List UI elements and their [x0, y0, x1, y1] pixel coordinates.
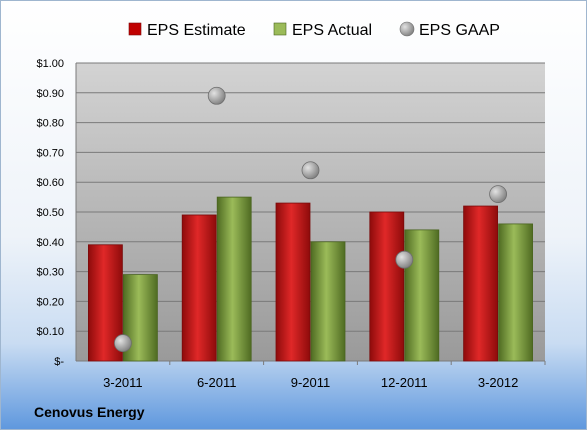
company-name: Cenovus Energy — [34, 404, 145, 420]
legend-label: EPS Actual — [292, 22, 372, 39]
y-tick-label: $0.10 — [36, 326, 64, 338]
y-tick-label: $0.50 — [36, 207, 64, 219]
eps-estimate-bar — [463, 205, 499, 362]
legend-marker — [399, 21, 415, 37]
eps-gaap-marker — [114, 334, 132, 353]
y-tick-label: $0.80 — [36, 118, 64, 130]
y-axis: $- $0.10 $0.20 $0.30 $0.40 $0.50 $0.60 $0.70 $0.… — [36, 58, 64, 368]
y-tick-label: $0.70 — [36, 147, 64, 159]
x-axis: 3-2011 6-2011 9-2011 12-2011 3-2012 — [103, 361, 546, 390]
eps-actual-bar — [498, 223, 534, 362]
x-tick-label: 12-2011 — [381, 375, 428, 390]
legend: EPS Estimate EPS Actual EPS GAAP — [128, 21, 500, 39]
eps-actual-bar — [216, 196, 252, 362]
eps-estimate-bar — [275, 202, 311, 362]
eps-estimate-bar — [181, 214, 217, 362]
legend-swatch — [273, 22, 287, 36]
y-tick-label: $0.60 — [36, 177, 64, 189]
y-tick-label: $0.30 — [36, 267, 64, 279]
eps-actual-bar — [404, 229, 440, 362]
eps-actual-bar — [310, 241, 346, 362]
eps-estimate-bar — [369, 211, 405, 362]
eps-gaap-marker — [207, 86, 226, 105]
x-tick-label: 9-2011 — [291, 375, 331, 390]
eps-gaap-marker — [301, 161, 320, 180]
gaap-markers — [114, 86, 508, 353]
legend-label: EPS GAAP — [419, 22, 500, 39]
eps-gaap-marker — [489, 185, 508, 204]
eps-gaap-marker — [395, 250, 414, 269]
y-tick-label: $0.40 — [36, 237, 64, 249]
y-tick-label: $- — [54, 356, 64, 368]
legend-swatch — [128, 22, 142, 36]
legend-label: EPS Estimate — [147, 22, 246, 39]
x-tick-label: 6-2011 — [197, 375, 237, 390]
x-tick-label: 3-2011 — [103, 375, 143, 390]
y-tick-label: $0.90 — [36, 88, 64, 100]
x-tick-label: 3-2012 — [478, 375, 518, 390]
y-tick-label: $1.00 — [36, 58, 64, 70]
y-tick-label: $0.20 — [36, 296, 64, 308]
